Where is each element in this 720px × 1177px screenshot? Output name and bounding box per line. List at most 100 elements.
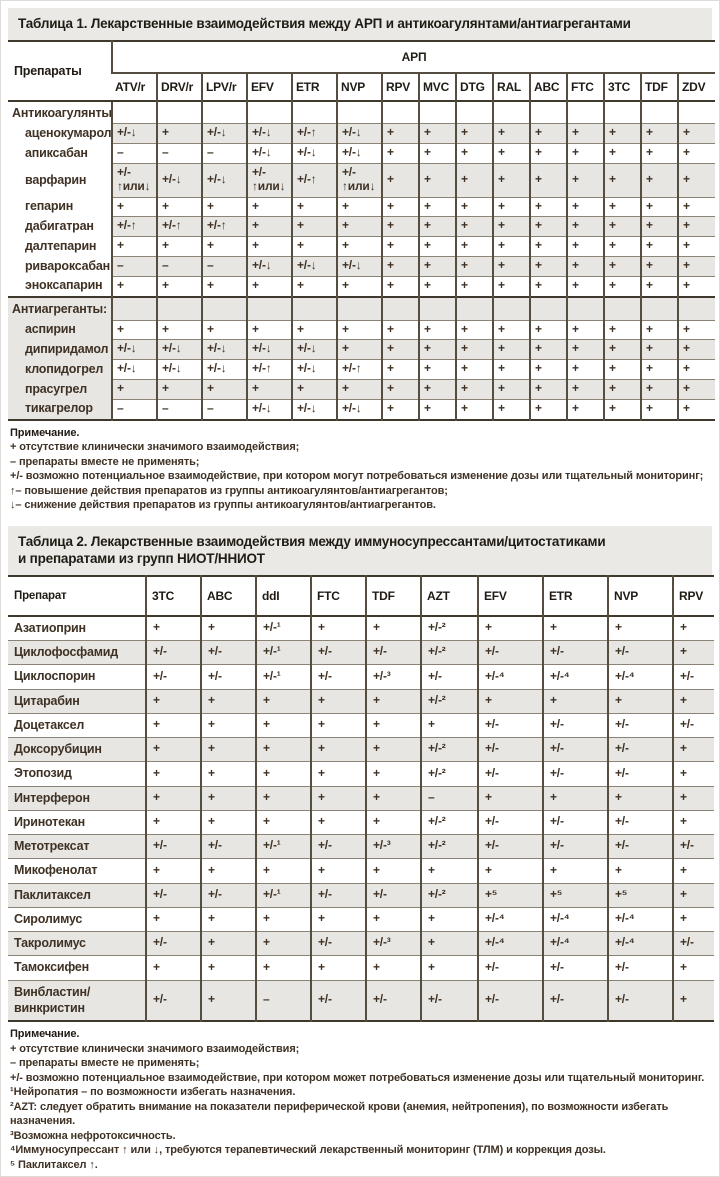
interaction-cell: + bbox=[676, 275, 716, 297]
interaction-cell: + bbox=[381, 319, 419, 340]
interaction-cell: +/-↓ bbox=[246, 123, 292, 144]
interaction-cell bbox=[455, 99, 493, 124]
interaction-cell bbox=[529, 295, 567, 321]
interaction-cell: + bbox=[640, 123, 678, 144]
interaction-cell: + bbox=[111, 196, 157, 217]
interaction-cell: + bbox=[255, 955, 311, 981]
note-line: ⁵ Паклитаксел ↑. bbox=[10, 1158, 98, 1171]
interaction-cell: +/-² bbox=[420, 834, 478, 859]
drug-label: тикагрелор bbox=[8, 399, 112, 420]
interaction-cell: + bbox=[336, 196, 382, 217]
interaction-cell: + bbox=[291, 378, 337, 400]
interaction-cell bbox=[156, 99, 202, 124]
interaction-cell: +/-↓ bbox=[336, 143, 382, 164]
interaction-cell: + bbox=[246, 216, 292, 237]
interaction-cell bbox=[336, 295, 382, 321]
interaction-cell: +/-↓ bbox=[246, 339, 292, 360]
interaction-cell: +/- bbox=[310, 882, 366, 908]
interaction-cell: + bbox=[418, 163, 456, 198]
interaction-cell: + bbox=[529, 359, 567, 380]
interaction-cell: + bbox=[529, 216, 567, 237]
interaction-cell: +/-³ bbox=[365, 664, 421, 690]
interaction-cell: + bbox=[365, 761, 421, 787]
interaction-cell: + bbox=[603, 196, 641, 217]
interaction-cell: + bbox=[603, 236, 641, 257]
column-header-TDF: TDF bbox=[365, 575, 421, 616]
interaction-cell: + bbox=[336, 378, 382, 400]
interaction-cell bbox=[336, 99, 382, 124]
interaction-cell: +/-↓ bbox=[291, 339, 337, 360]
interaction-cell: +/-⁴ bbox=[477, 664, 543, 690]
interaction-cell: + bbox=[310, 688, 366, 714]
drug-row: апиксабан – – – +/-↓ +/-↓ +/-↓ + + + + + + + + + bbox=[8, 143, 716, 164]
interaction-cell: + bbox=[310, 906, 366, 932]
column-header-FTC: FTC bbox=[566, 72, 604, 101]
interaction-cell: + bbox=[255, 809, 311, 835]
interaction-cell: – bbox=[156, 256, 202, 277]
column-header-RPV: RPV bbox=[672, 575, 714, 616]
interaction-cell: + bbox=[200, 615, 256, 641]
interaction-cell: + bbox=[310, 785, 366, 811]
interaction-cell: +/-↓ bbox=[246, 143, 292, 164]
interaction-cell: + bbox=[201, 378, 247, 400]
interaction-cell: +/-² bbox=[420, 615, 478, 641]
interaction-cell: +/- bbox=[672, 834, 714, 859]
table2-interactions-table: Препарат 3TC ABC ddI FTC TDF AZT EFV ETR NVP RPV … bbox=[8, 574, 714, 1023]
interaction-cell: + bbox=[566, 143, 604, 164]
interaction-cell: +/- bbox=[310, 931, 366, 956]
interaction-cell: + bbox=[145, 858, 201, 884]
interaction-cell: + bbox=[255, 858, 311, 884]
drug-label: ривароксабан bbox=[25, 258, 111, 273]
interaction-cell: + bbox=[156, 319, 202, 340]
interaction-cell: + bbox=[200, 688, 256, 714]
interaction-cell: + bbox=[492, 236, 530, 257]
interaction-cell: + bbox=[420, 931, 478, 956]
drug-label: Винбластин/винкристин bbox=[8, 979, 146, 1022]
interaction-cell: + bbox=[310, 615, 366, 641]
interaction-cell: +/-² bbox=[420, 761, 478, 787]
interaction-cell: + bbox=[200, 931, 256, 956]
interaction-cell: + bbox=[529, 143, 567, 164]
interaction-cell: + bbox=[365, 955, 421, 981]
interaction-cell: + bbox=[145, 737, 201, 762]
interaction-cell: +/- bbox=[145, 834, 201, 859]
drug-row: Такролимус +/- + + +/- +/-³ + +/-⁴ +/-⁴ +/-⁴ +/- bbox=[8, 931, 714, 956]
interaction-cell: + bbox=[381, 275, 419, 297]
column-header-ABC: ABC bbox=[200, 575, 256, 616]
interaction-cell: + bbox=[529, 275, 567, 297]
interaction-cell: + bbox=[156, 123, 202, 144]
column-header-FTC: FTC bbox=[310, 575, 366, 616]
interaction-cell: +/-¹ bbox=[255, 615, 311, 641]
column-header-3TC: 3TC bbox=[603, 72, 641, 101]
drug-label: апиксабан bbox=[25, 145, 88, 160]
table2-block: Таблица 2. Лекарственные взаимодействия … bbox=[8, 525, 714, 1173]
interaction-cell: + bbox=[365, 858, 421, 884]
interaction-cell: + bbox=[455, 339, 493, 360]
interaction-cell: + bbox=[381, 216, 419, 237]
drug-label: Циклофосфамид bbox=[8, 640, 146, 665]
interaction-cell: + bbox=[607, 785, 673, 811]
interaction-cell: +/-↓ bbox=[336, 398, 382, 420]
drug-row: Микофенолат + + + + + + + + + + bbox=[8, 858, 714, 884]
interaction-cell: +/-↑ bbox=[111, 216, 157, 237]
note-line: + отсутствие клинически значимого взаимо… bbox=[10, 441, 300, 454]
interaction-cell: – bbox=[156, 398, 202, 420]
interaction-cell: + bbox=[455, 163, 493, 198]
interaction-cell: +/-↓ bbox=[111, 123, 157, 144]
interaction-cell: + bbox=[566, 339, 604, 360]
interaction-cell: +/- bbox=[365, 640, 421, 665]
interaction-cell: + bbox=[310, 858, 366, 884]
interaction-cell: +⁵ bbox=[477, 882, 543, 908]
drug-row: Интерферон + + + + + – + + + + bbox=[8, 785, 714, 811]
interaction-cell: + bbox=[603, 163, 641, 198]
interaction-cell: +/- bbox=[310, 979, 366, 1022]
note-line: +/- возможно потенциальное взаимодействи… bbox=[10, 470, 704, 483]
column-header-ABC: ABC bbox=[529, 72, 567, 101]
interaction-cell: + bbox=[566, 196, 604, 217]
interaction-cell: +/-↓ bbox=[201, 163, 247, 198]
column-header-RAL: RAL bbox=[492, 72, 530, 101]
drug-label: Такролимус bbox=[8, 931, 146, 956]
table2-columns-row: Препарат 3TC ABC ddI FTC TDF AZT EFV ETR NVP RPV bbox=[8, 575, 714, 616]
interaction-cell: +/- bbox=[145, 882, 201, 908]
interaction-cell: + bbox=[603, 143, 641, 164]
